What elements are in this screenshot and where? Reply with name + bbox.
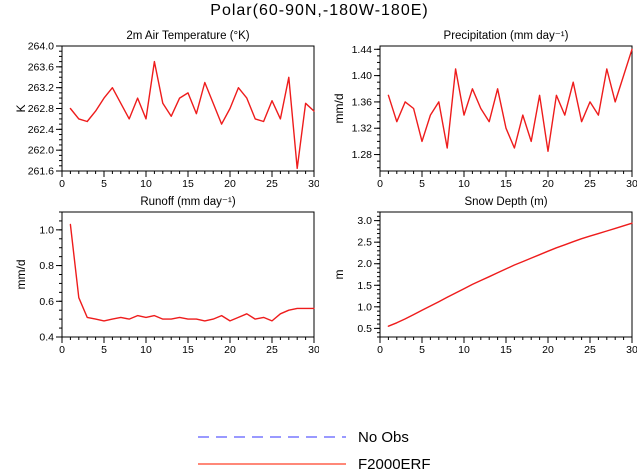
svg-text:1.44: 1.44 [352,44,373,56]
legend: No Obs F2000ERF [198,426,431,476]
svg-text:10: 10 [458,178,470,190]
svg-text:25: 25 [266,344,278,356]
svg-text:30: 30 [626,344,637,356]
svg-text:0.5: 0.5 [357,323,372,335]
svg-text:261.6: 261.6 [28,166,54,178]
legend-item-no-obs: No Obs [198,426,431,448]
svg-text:262.0: 262.0 [28,145,54,157]
svg-text:262.8: 262.8 [28,103,54,115]
legend-item-f2000erf: F2000ERF [198,453,431,475]
svg-text:5: 5 [419,178,425,190]
precipitation-plot: Precipitation (mm day⁻¹) 0 5 10 15 20 25 30 1.28… [332,30,638,190]
svg-text:2.0: 2.0 [357,258,372,270]
svg-text:10: 10 [140,344,152,356]
svg-text:1.32: 1.32 [352,123,373,135]
svg-text:1.28: 1.28 [352,149,373,161]
svg-text:Precipitation (mm day⁻¹): Precipitation (mm day⁻¹) [444,30,569,42]
svg-text:20: 20 [224,178,236,190]
svg-text:1.36: 1.36 [352,96,373,108]
snow-depth-plot: Snow Depth (m) 0 5 10 15 20 25 30 0.5 1.0 1.5 2.0 2.… [332,196,638,356]
svg-text:20: 20 [542,178,554,190]
svg-text:10: 10 [140,178,152,190]
runoff-plot: Runoff (mm day⁻¹) 0 5 10 15 20 25 30 0.4 0.6 0.8 1.… [14,196,320,356]
air-temperature-plot: 2m Air Temperature (°K) 0 5 10 15 20 25 30 261.6… [14,30,320,190]
svg-text:10: 10 [458,344,470,356]
f2000erf-solid-line [198,463,346,465]
svg-text:2m Air Temperature (°K): 2m Air Temperature (°K) [126,30,249,42]
svg-text:1.5: 1.5 [357,280,372,292]
svg-text:263.6: 263.6 [28,61,54,73]
svg-text:5: 5 [419,344,425,356]
svg-text:0: 0 [377,178,383,190]
svg-text:15: 15 [182,344,194,356]
svg-text:25: 25 [584,344,596,356]
svg-text:25: 25 [584,178,596,190]
svg-text:25: 25 [266,178,278,190]
svg-text:262.4: 262.4 [28,124,54,136]
svg-text:Runoff (mm day⁻¹): Runoff (mm day⁻¹) [140,196,235,208]
no-obs-dashed-line [198,436,346,438]
svg-text:30: 30 [626,178,637,190]
svg-text:5: 5 [101,178,107,190]
svg-text:15: 15 [500,178,512,190]
svg-text:0.8: 0.8 [39,260,54,272]
svg-text:0: 0 [377,344,383,356]
svg-text:0: 0 [59,178,65,190]
svg-text:15: 15 [500,344,512,356]
svg-text:0.6: 0.6 [39,296,54,308]
svg-text:0.4: 0.4 [39,332,54,344]
svg-text:1.40: 1.40 [352,70,373,82]
chart-air-temperature: 2m Air Temperature (°K) 0 5 10 15 20 25 30 261.6… [14,28,320,190]
svg-text:30: 30 [308,178,319,190]
svg-text:mm/d: mm/d [332,94,346,124]
svg-text:5: 5 [101,344,107,356]
svg-text:1.0: 1.0 [357,301,372,313]
svg-text:3.0: 3.0 [357,215,372,227]
svg-text:1.0: 1.0 [39,224,54,236]
svg-text:mm/d: mm/d [14,260,28,290]
chart-runoff: Runoff (mm day⁻¹) 0 5 10 15 20 25 30 0.4 0.6 0.8 1.… [14,194,320,356]
chart-snow-depth: Snow Depth (m) 0 5 10 15 20 25 30 0.5 1.0 1.5 2.0 2.… [332,194,638,356]
svg-text:30: 30 [308,344,319,356]
svg-text:m: m [332,270,346,280]
svg-text:Snow Depth (m): Snow Depth (m) [464,196,547,208]
svg-text:263.2: 263.2 [28,82,54,94]
legend-label-f2000erf: F2000ERF [358,455,431,473]
svg-text:264.0: 264.0 [28,41,54,53]
page-title: Polar(60-90N,-180W-180E) [210,2,429,19]
svg-text:20: 20 [224,344,236,356]
svg-text:K: K [14,104,28,112]
svg-text:15: 15 [182,178,194,190]
chart-precipitation: Precipitation (mm day⁻¹) 0 5 10 15 20 25 30 1.28… [332,28,638,190]
svg-text:0: 0 [59,344,65,356]
svg-text:20: 20 [542,344,554,356]
svg-text:2.5: 2.5 [357,237,372,249]
legend-label-no-obs: No Obs [358,428,409,446]
